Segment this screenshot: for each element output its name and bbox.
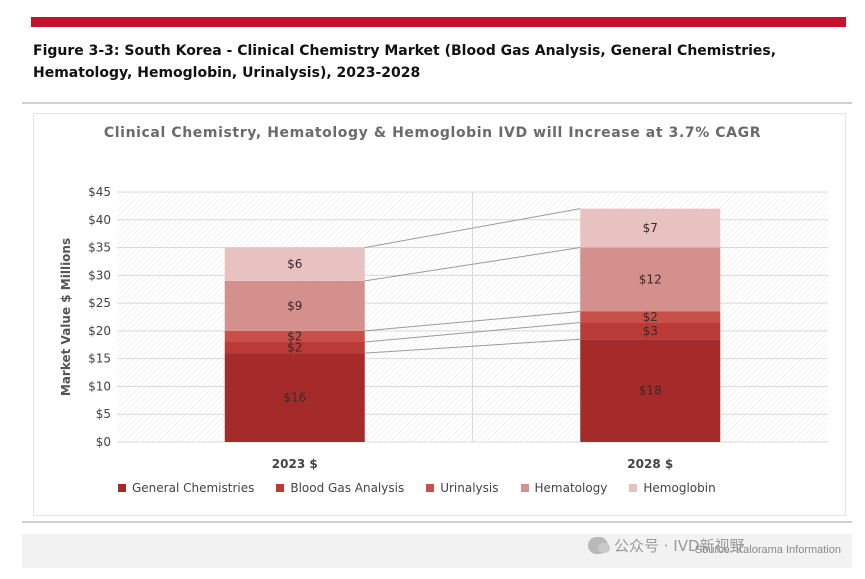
divider-top [22,102,852,104]
legend-swatch [426,484,435,492]
data-label: $12 [639,273,662,287]
bar-segment-blood-gas-analysis [580,322,721,340]
watermark: 公众号 · IVD新视野 [588,535,745,556]
bar-segment-hematology [224,280,365,331]
legend-item-hemoglobin: Hemoglobin [629,481,716,495]
legend-label: Blood Gas Analysis [290,481,405,495]
legend-swatch [520,484,529,492]
figure-caption: Figure 3-3: South Korea - Clinical Chemi… [33,43,777,81]
chart-title: Clinical Chemistry, Hematology & Hemoglo… [103,125,762,141]
legend-item-blood-gas-analysis: Blood Gas Analysis [276,481,404,495]
bar-segment-hemoglobin [224,247,365,281]
data-label: $2 [287,329,302,343]
series-connector-line [364,247,581,282]
bar-segment-hematology [580,247,721,312]
header-accent-bar [31,17,846,27]
legend-label: General Chemistries [132,481,255,495]
series-connector-line [364,310,581,332]
legend-swatch [118,484,126,492]
data-label: $7 [643,221,658,235]
legend-item-urinalysis: Urinalysis [426,481,499,495]
y-tick-label: $15 [88,352,111,366]
data-label: $2 [643,310,658,324]
legend-label: Urinalysis [440,481,499,495]
series-connector-line [364,208,581,249]
data-label: $18 [639,384,662,398]
x-category-label: 2028 $ [627,457,673,471]
data-label: $9 [287,299,302,313]
bar-segment-urinalysis [224,330,365,342]
legend-swatch [276,484,285,492]
data-label: $16 [283,391,306,405]
y-tick-label: $10 [88,379,111,393]
chart-legend: General Chemistries Blood Gas Analysis U… [118,481,716,495]
bar-segment-general-chemistries [580,339,721,442]
y-axis-label: Market Value $ Millions [59,238,73,396]
data-label: $2 [287,341,302,355]
y-tick-label: $30 [88,268,111,282]
series-connector-line [364,338,581,354]
wechat-icon [588,537,610,554]
divider-bottom [22,521,852,523]
bar-segment-blood-gas-analysis [224,342,365,354]
source-note: Source: Kalorama Information [694,544,841,556]
legend-label: Hematology [534,481,608,495]
bar-segment-general-chemistries [224,353,365,442]
bar-segment-hemoglobin [580,208,721,248]
data-label: $6 [287,257,302,271]
y-tick-label: $20 [88,324,111,338]
y-tick-label: $25 [88,296,111,310]
x-category-label: 2023 $ [272,457,318,471]
data-label: $3 [643,324,658,338]
y-tick-label: $45 [88,185,111,199]
footer-band [22,534,852,568]
legend-label: Hemoglobin [643,481,716,495]
y-tick-label: $5 [96,407,111,421]
legend-swatch [629,484,638,492]
series-connector-line [364,322,581,343]
y-tick-label: $35 [88,241,111,255]
y-tick-label: $0 [96,435,111,449]
watermark-text: 公众号 · IVD新视野 [614,537,745,555]
legend-item-hematology: Hematology [520,481,608,495]
y-tick-label: $40 [88,213,111,227]
bar-segment-urinalysis [580,311,721,323]
legend-item-general-chemistries: General Chemistries [118,481,254,495]
